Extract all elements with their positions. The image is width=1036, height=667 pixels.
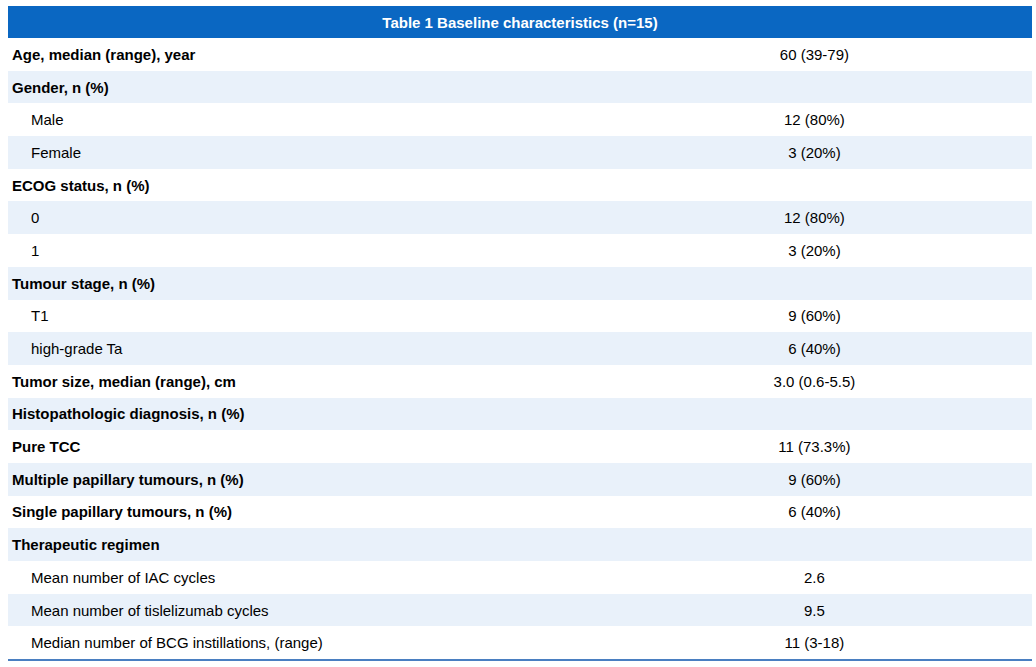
row-label: ECOG status, n (%) <box>8 177 597 194</box>
table-row: T19 (60%) <box>8 300 1032 333</box>
table-row: Median number of BCG instillations, (ran… <box>8 626 1032 659</box>
row-label: T1 <box>8 307 597 324</box>
row-label: Median number of BCG instillations, (ran… <box>8 634 597 651</box>
table-row: Gender, n (%) <box>8 71 1032 104</box>
baseline-characteristics-table: Table 1 Baseline characteristics (n=15) … <box>8 6 1032 661</box>
row-label: Mean number of IAC cycles <box>8 569 597 586</box>
table-row: Age, median (range), year60 (39-79) <box>8 38 1032 71</box>
row-value: 60 (39-79) <box>597 46 1032 63</box>
table-body: Age, median (range), year60 (39-79)Gende… <box>8 38 1032 659</box>
row-label: Therapeutic regimen <box>8 536 597 553</box>
row-label: Single papillary tumours, n (%) <box>8 503 597 520</box>
row-label: Male <box>8 111 597 128</box>
table-row: 012 (80%) <box>8 201 1032 234</box>
table-row: Female3 (20%) <box>8 136 1032 169</box>
table-row: Therapeutic regimen <box>8 528 1032 561</box>
row-value: 9.5 <box>597 602 1032 619</box>
row-value: 11 (73.3%) <box>597 438 1032 455</box>
row-label: Pure TCC <box>8 438 597 455</box>
row-label: Histopathologic diagnosis, n (%) <box>8 405 597 422</box>
row-value: 6 (40%) <box>597 503 1032 520</box>
table-row: Mean number of tislelizumab cycles9.5 <box>8 594 1032 627</box>
table-row: Tumor size, median (range), cm3.0 (0.6-5… <box>8 365 1032 398</box>
row-label: Age, median (range), year <box>8 46 597 63</box>
row-value: 9 (60%) <box>597 471 1032 488</box>
row-value: 11 (3-18) <box>597 634 1032 651</box>
row-value: 2.6 <box>597 569 1032 586</box>
table-row: Tumour stage, n (%) <box>8 267 1032 300</box>
row-label: 0 <box>8 209 597 226</box>
row-label: Female <box>8 144 597 161</box>
table-row: 13 (20%) <box>8 234 1032 267</box>
row-value: 3.0 (0.6-5.5) <box>597 373 1032 390</box>
table-title: Table 1 Baseline characteristics (n=15) <box>382 14 657 31</box>
row-value: 12 (80%) <box>597 209 1032 226</box>
table-row: Single papillary tumours, n (%)6 (40%) <box>8 496 1032 529</box>
row-label: 1 <box>8 242 597 259</box>
table-row: Male12 (80%) <box>8 103 1032 136</box>
row-value: 9 (60%) <box>597 307 1032 324</box>
row-label: high-grade Ta <box>8 340 597 357</box>
row-value: 3 (20%) <box>597 144 1032 161</box>
row-value: 12 (80%) <box>597 111 1032 128</box>
table-title-bar: Table 1 Baseline characteristics (n=15) <box>8 6 1032 38</box>
row-label: Mean number of tislelizumab cycles <box>8 602 597 619</box>
table-row: high-grade Ta6 (40%) <box>8 332 1032 365</box>
row-label: Tumor size, median (range), cm <box>8 373 597 390</box>
row-label: Gender, n (%) <box>8 79 597 96</box>
table-row: Histopathologic diagnosis, n (%) <box>8 398 1032 431</box>
row-label: Multiple papillary tumours, n (%) <box>8 471 597 488</box>
row-value: 6 (40%) <box>597 340 1032 357</box>
table-row: ECOG status, n (%) <box>8 169 1032 202</box>
table-row: Multiple papillary tumours, n (%)9 (60%) <box>8 463 1032 496</box>
row-value: 3 (20%) <box>597 242 1032 259</box>
table-row: Pure TCC11 (73.3%) <box>8 430 1032 463</box>
table-row: Mean number of IAC cycles2.6 <box>8 561 1032 594</box>
row-label: Tumour stage, n (%) <box>8 275 597 292</box>
